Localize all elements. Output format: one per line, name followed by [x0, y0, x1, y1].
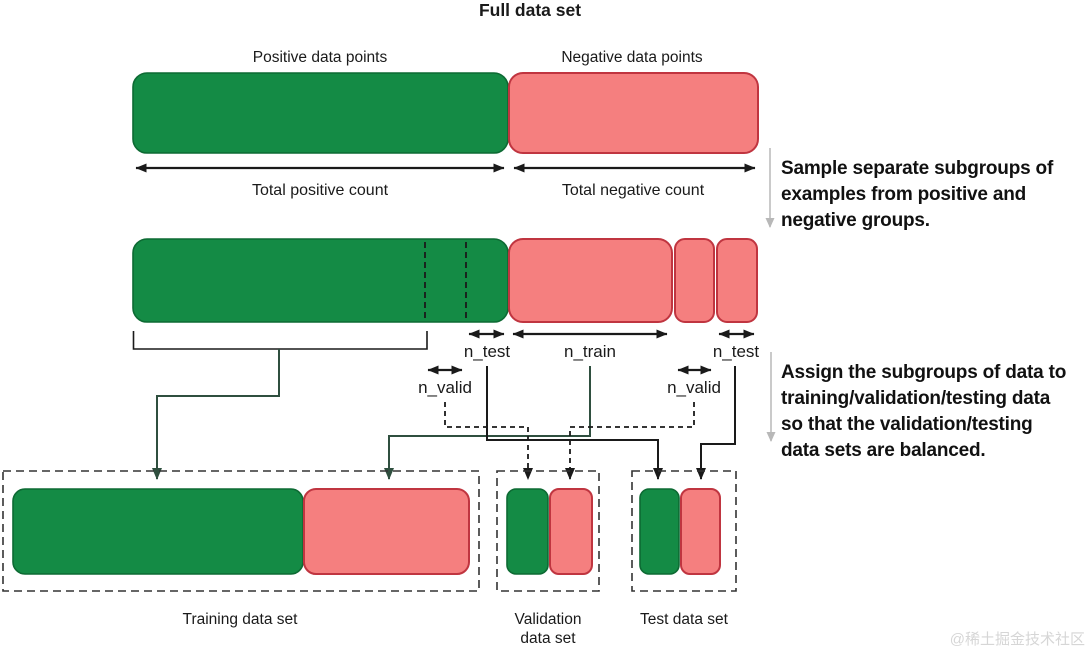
training-set-label: Training data set [182, 611, 298, 628]
training-set-box [2, 470, 480, 592]
positive-data-points-label: Positive data points [252, 49, 388, 66]
test-positive-bar [639, 488, 680, 575]
diagram-title: Full data set [478, 0, 582, 20]
n-test-right-label: n_test [712, 342, 760, 361]
subgroup-negative-test-bar [716, 238, 758, 323]
training-negative-bar [303, 488, 470, 575]
total-negative-count-label: Total negative count [561, 182, 705, 199]
total-positive-count-label: Total positive count [251, 182, 389, 199]
n-valid-right-label: n_valid [667, 378, 721, 397]
subgroup-negative-valid-bar [674, 238, 715, 323]
validation-positive-bar [506, 488, 549, 575]
annotation-step2: Assign the subgroups of data to training… [781, 362, 1067, 462]
connector-train-positive [152, 349, 280, 480]
test-set-label: Test data set [640, 611, 728, 628]
subgroup-negative-train-bar [508, 238, 673, 323]
n-valid-left-label: n_valid [418, 378, 472, 397]
negative-data-points-label: Negative data points [561, 49, 703, 66]
full-positive-bar [132, 72, 509, 154]
validation-set-box [496, 470, 600, 592]
site-watermark: @稀土掘金技术社区 [949, 631, 1085, 648]
training-positive-bar [12, 488, 304, 575]
annotation-step1: Sample separate subgroups of examples fr… [781, 158, 1054, 232]
n-train-label: n_train [564, 342, 616, 361]
connector-test-negative [696, 366, 736, 480]
test-set-box [631, 470, 737, 592]
training-positive-bracket [132, 331, 428, 350]
n-test-left-label: n_test [463, 342, 511, 361]
full-negative-bar [508, 72, 759, 154]
test-negative-bar [680, 488, 721, 575]
validation-negative-bar [549, 488, 593, 575]
connector-valid-negative [565, 402, 695, 480]
connector-valid-positive [444, 402, 533, 480]
connector-train-negative [384, 366, 591, 480]
connector-test-positive [486, 366, 663, 480]
subgroup-positive-bar [132, 238, 509, 323]
validation-set-label: Validation data set [514, 611, 582, 647]
